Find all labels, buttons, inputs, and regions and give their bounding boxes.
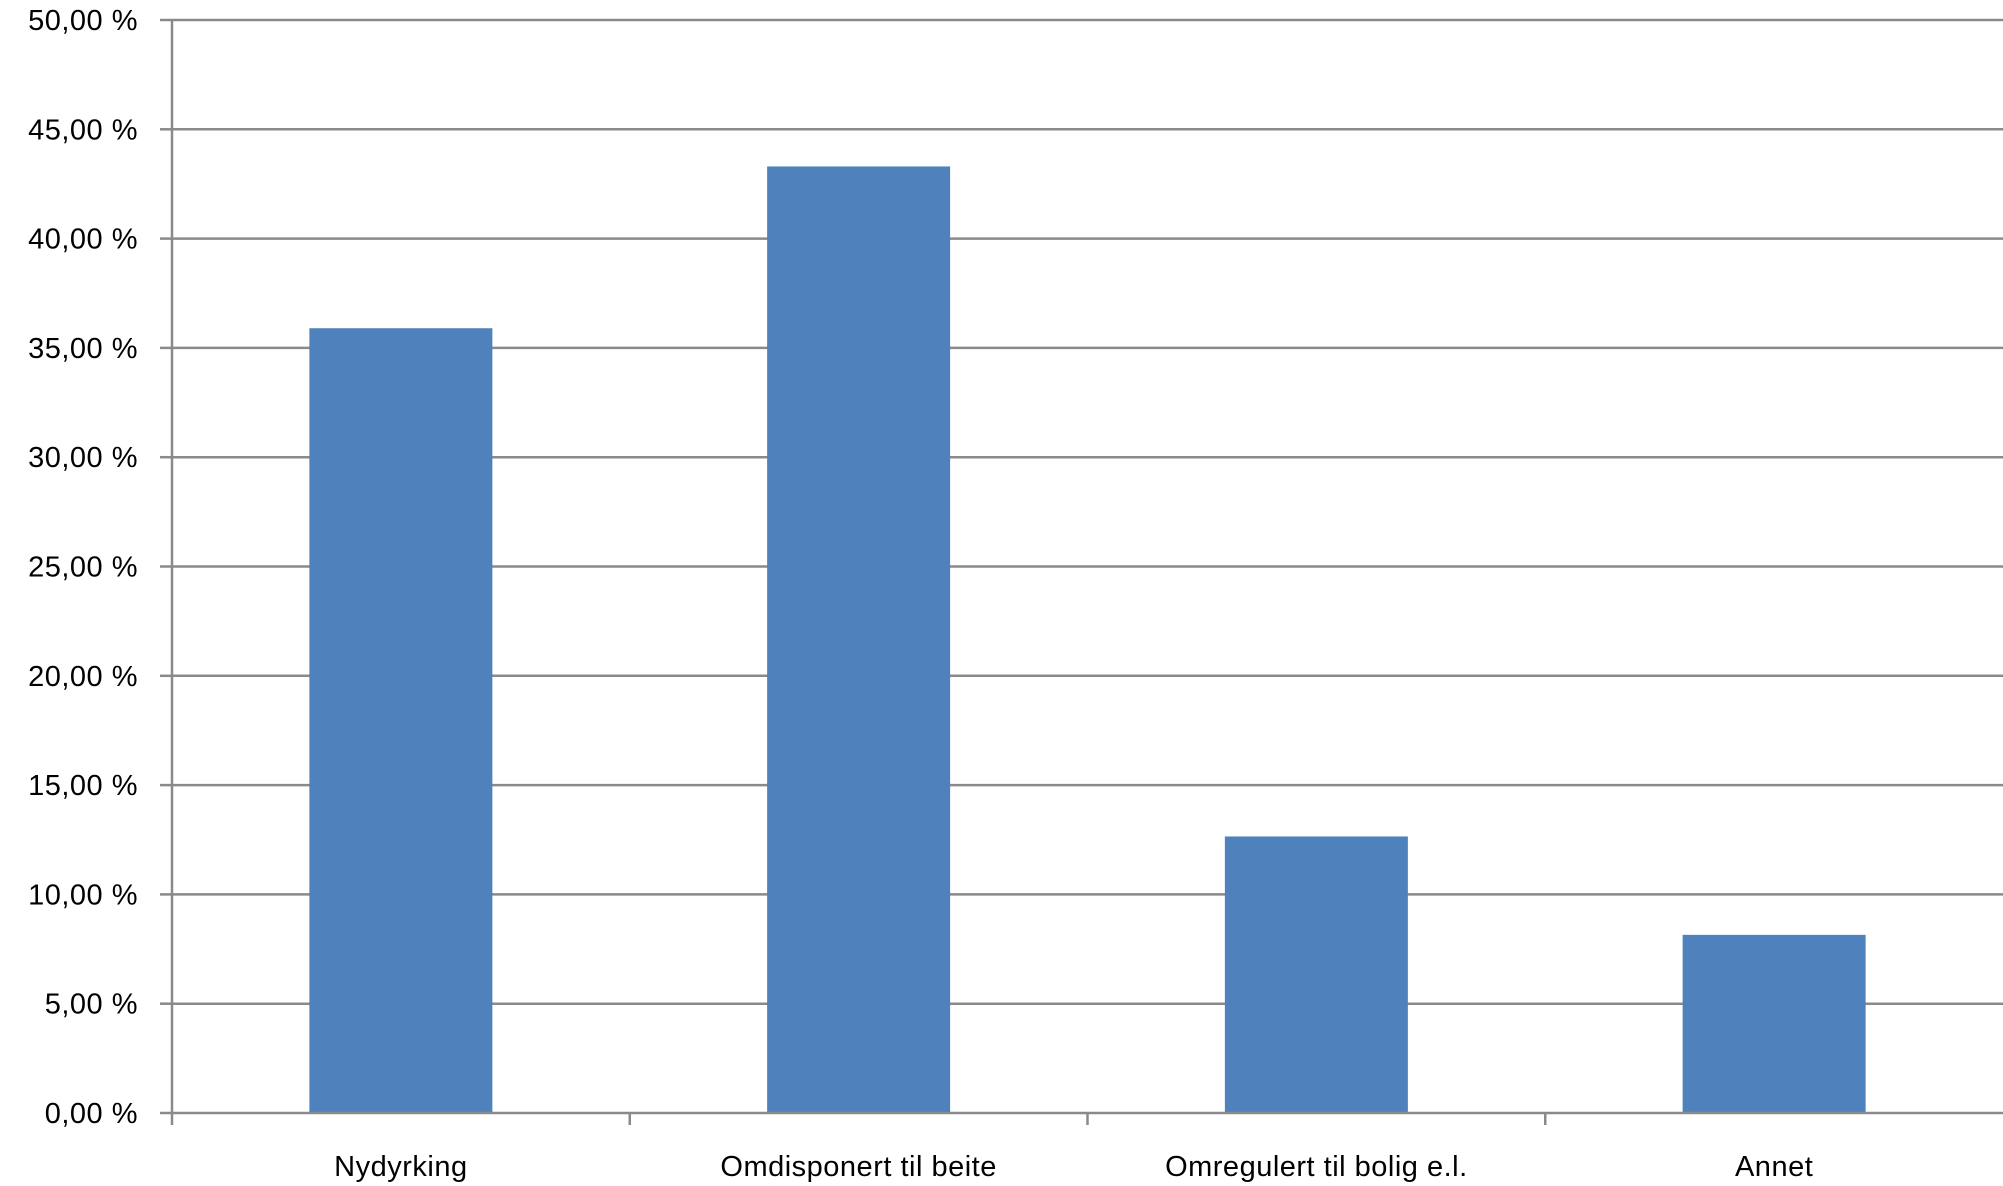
x-category-label: Omregulert til bolig e.l. <box>1165 1151 1468 1183</box>
x-category-label: Omdisponert til beite <box>720 1151 996 1183</box>
x-category-label: Annet <box>1735 1151 1813 1183</box>
y-tick-label: 35,00 % <box>28 333 138 365</box>
y-tick-label: 45,00 % <box>28 114 138 146</box>
bar <box>1224 836 1408 1113</box>
bars <box>309 166 1866 1113</box>
y-tick-label: 50,00 % <box>28 5 138 37</box>
y-axis-ticks: 0,00 % 5,00 % 10,00 % 15,00 % 20,00 % 25,00 %… <box>28 5 172 1130</box>
y-tick-label: 40,00 % <box>28 224 138 256</box>
y-tick-label: 25,00 % <box>28 552 138 584</box>
y-tick-label: 10,00 % <box>28 879 138 911</box>
bar <box>1682 934 1866 1113</box>
bar <box>309 328 493 1113</box>
y-tick-label: 20,00 % <box>28 661 138 693</box>
bar <box>767 166 951 1113</box>
y-tick-label: 0,00 % <box>45 1098 138 1130</box>
y-tick-label: 15,00 % <box>28 770 138 802</box>
y-tick-label: 30,00 % <box>28 442 138 474</box>
y-tick-label: 5,00 % <box>45 989 138 1021</box>
x-category-label: Nydyrking <box>334 1151 467 1183</box>
x-axis-labels: Nydyrking Omdisponert til beite Omregulert… <box>334 1151 1813 1183</box>
